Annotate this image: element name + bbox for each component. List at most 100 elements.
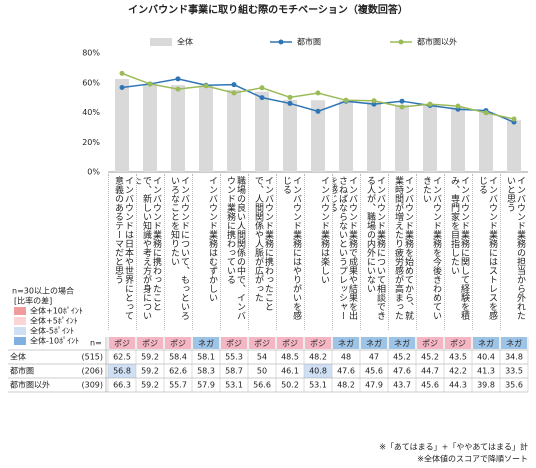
bar [507,120,521,172]
marker [287,100,293,106]
legend-swatch [398,39,404,45]
bar [339,100,353,172]
table-value: 45.2 [393,353,411,362]
legend-label: 全体 [177,37,193,47]
table-value: 43.7 [393,381,411,390]
marker [259,95,265,101]
footnote: ※全体値のスコアで降順ソート [417,454,528,464]
tag-cell [109,337,135,349]
x-tick-label: インバウンド業務は楽しい [304,174,332,330]
table-value: 59.2 [141,367,159,376]
row-n: (309) [81,381,103,390]
bar [423,104,437,172]
tag-label: ネガ [338,338,354,348]
marker [427,101,433,107]
bar [255,91,269,172]
tag-label: ポジ [282,339,298,348]
table-value: 55.3 [225,353,243,362]
table-value: 56.6 [253,381,271,390]
x-tick-label: インバウンドについて、もっといろいろなことを知りたい [164,174,192,330]
marker [259,85,265,91]
x-tick-label: 職場の良い人間関係の中で、インバウンド業務に携わっている [220,174,248,330]
table-value: 45.6 [365,367,383,376]
table-value: 40.8 [309,367,327,376]
x-tick-label: インバウンド業務について相談できる人が、職場の内外にいない [360,174,388,330]
table-value: 53.1 [309,381,327,390]
x-tick-label: インバウンドは日本や世界にとって意義のあるテーマだと思う [108,174,136,330]
table-value: 50.2 [281,381,299,390]
marker [371,101,377,107]
x-tick-label: インバウンド業務で成果や結果を出さねばならないというプレッシャーを感じる [332,174,360,330]
table-value: 41.3 [477,367,495,376]
table-value: 54 [257,353,267,362]
diff-legend-title: n=30以上の場合 [12,286,74,296]
table-value: 66.3 [113,381,131,390]
row-label: 都市圏 [10,366,34,376]
marker [315,90,321,96]
table-value: 44.7 [421,367,439,376]
row-label: 全体 [10,352,26,362]
table-value: 48.2 [337,381,355,390]
diff-legend-swatch [14,317,26,325]
tag-label: ポジ [254,339,270,348]
table-value: 45.2 [421,353,439,362]
table-value: 58.1 [197,353,215,362]
table-value: 58.7 [225,367,243,376]
table-value: 39.8 [477,381,495,390]
y-tick-label: 80% [82,49,100,58]
tag-cell [137,337,163,349]
table-value: 43.5 [449,353,467,362]
tag-cell [165,337,191,349]
marker [175,86,181,92]
table-value: 40.4 [477,353,495,362]
table-value: 57.9 [197,381,215,390]
table-value: 46.1 [281,367,299,376]
marker [287,94,293,100]
table-value: 55.7 [169,381,187,390]
row-n: (206) [81,367,103,376]
tag-cell [389,337,415,349]
bar [479,111,493,172]
footnote: ※「あてはまる」+「ややあてはまる」計 [379,442,528,452]
bar [115,79,129,172]
table-value: 47.9 [365,381,383,390]
tag-cell [221,337,247,349]
table-value: 48 [341,353,351,362]
marker [399,98,405,104]
table-value: 47 [369,353,379,362]
legend-swatch [278,39,284,45]
table-value: 50 [257,367,267,376]
marker [399,104,405,110]
marker [203,83,209,89]
tag-label: ポジ [450,339,466,348]
x-tick-label: インバウンド業務に関して経験を積み、専門家を目指したい [444,174,472,330]
cell-highlight [304,364,332,378]
table-value: 62.6 [169,367,187,376]
marker [371,98,377,104]
tag-cell [277,337,303,349]
marker [343,97,349,103]
tag-cell [333,337,359,349]
y-tick-label: 0% [87,168,100,177]
bar [143,83,157,172]
tag-cell [193,337,219,349]
table-value: 34.8 [505,353,523,362]
tag-cell [501,337,527,349]
x-tick-label: インバウンド業務の担当から外れたいと思う [500,174,528,330]
bar [283,99,297,172]
x-tick-label: インバウンド業務を今後きわめていきたい [416,174,444,330]
table-value: 62.5 [113,353,131,362]
bar [395,104,409,172]
bar [367,102,381,172]
tag-label: ポジ [422,339,438,348]
marker [455,103,461,109]
marker [231,82,237,88]
bar [199,85,213,172]
diff-legend-label: 全体-10ﾎﾟｲﾝﾄ [30,336,79,346]
table-value: 48.2 [309,353,327,362]
bar [171,85,185,172]
tag-label: ポジ [310,339,326,348]
tag-cell [417,337,443,349]
marker [511,116,517,122]
marker [175,76,181,82]
